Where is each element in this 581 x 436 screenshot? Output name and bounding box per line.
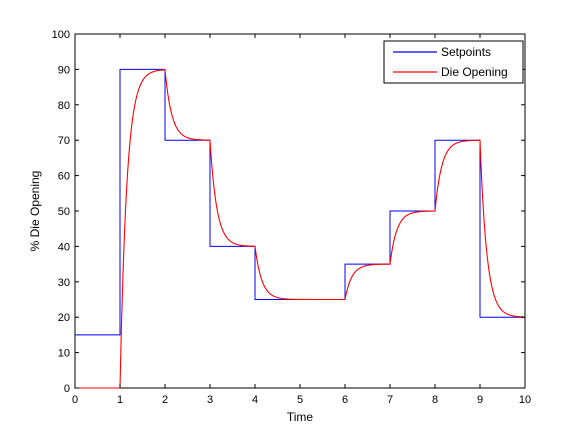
y-tick-label: 70 bbox=[58, 135, 70, 147]
y-tick-label: 0 bbox=[64, 383, 70, 395]
x-tick-label: 0 bbox=[72, 394, 78, 406]
series-layer bbox=[75, 68, 526, 389]
x-tick-label: 3 bbox=[207, 394, 213, 406]
y-tick-label: 20 bbox=[58, 312, 70, 324]
x-tick-label: 8 bbox=[432, 394, 438, 406]
y-tick-label: 40 bbox=[58, 241, 70, 253]
x-tick-label: 4 bbox=[252, 394, 258, 406]
x-tick-label: 7 bbox=[387, 394, 393, 406]
x-tick-label: 6 bbox=[342, 394, 348, 406]
x-tick-label: 9 bbox=[477, 394, 483, 406]
y-tick-label: 80 bbox=[58, 100, 70, 112]
x-axis-label: Time bbox=[287, 410, 314, 424]
plot-area bbox=[74, 33, 526, 389]
legend-box bbox=[383, 40, 524, 84]
x-tick-label: 5 bbox=[297, 394, 303, 406]
y-tick-label: 50 bbox=[58, 206, 70, 218]
y-tick-label: 100 bbox=[52, 29, 70, 41]
y-tick-label: 30 bbox=[58, 277, 70, 289]
series-die-opening-line bbox=[75, 69, 526, 389]
y-axis-label: % Die Opening bbox=[28, 171, 42, 252]
legend-label-setpoints: Setpoints bbox=[441, 45, 491, 59]
legend: Setpoints Die Opening bbox=[383, 40, 524, 84]
x-tick-label: 1 bbox=[117, 394, 123, 406]
y-tick-label: 10 bbox=[58, 348, 70, 360]
y-tick-label: 90 bbox=[58, 64, 70, 76]
y-tick-label: 60 bbox=[58, 171, 70, 183]
x-tick-label: 2 bbox=[162, 394, 168, 406]
x-tick-label: 10 bbox=[519, 394, 531, 406]
legend-label-die-opening: Die Opening bbox=[441, 65, 508, 79]
